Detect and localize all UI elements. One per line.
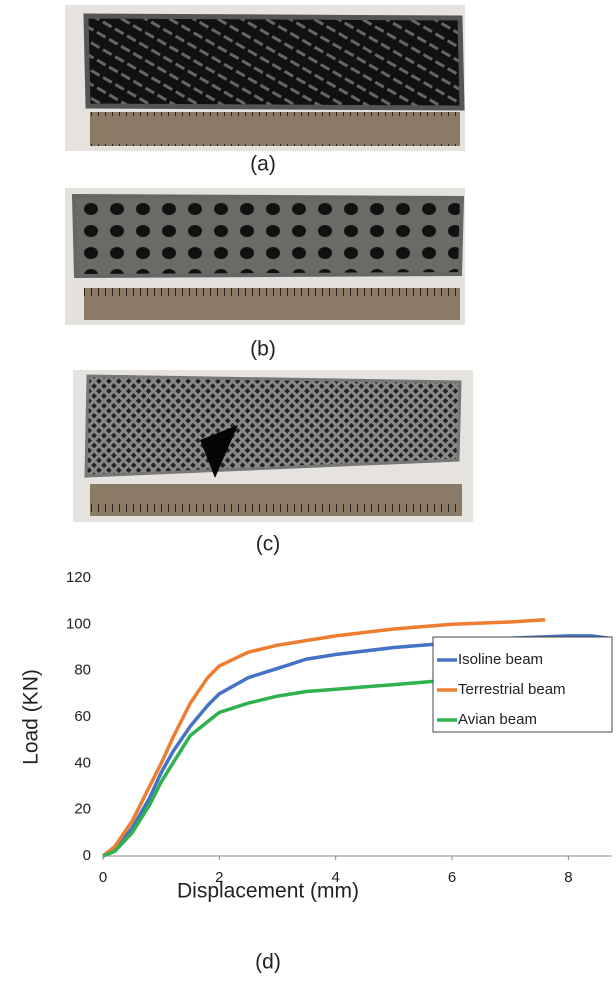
y-tick-label: 100 [66, 615, 91, 632]
legend-label: Terrestrial beam [458, 681, 566, 698]
y-tick-label: 0 [83, 847, 91, 864]
x-axis-title: Displacement (mm) [177, 880, 359, 903]
y-tick-label: 20 [74, 801, 91, 818]
panel-label: (d) [255, 951, 281, 974]
x-tick-label: 8 [564, 869, 572, 886]
legend-label: Avian beam [458, 711, 537, 728]
y-axis-title: Load (KN) [20, 669, 43, 765]
y-tick-label: 60 [74, 708, 91, 725]
panel-label: (c) [256, 533, 281, 556]
y-tick-label: 120 [66, 569, 91, 586]
photo-c [73, 370, 473, 522]
legend-box [432, 636, 613, 733]
x-tick-label: 0 [99, 869, 107, 886]
panel-label: (a) [250, 153, 276, 176]
panel-label: (b) [250, 338, 276, 361]
x-tick-label: 4 [332, 869, 340, 886]
photo-b [65, 188, 465, 325]
legend-label: Isoline beam [458, 651, 543, 668]
y-tick-label: 40 [74, 754, 91, 771]
x-tick-label: 2 [215, 869, 223, 886]
y-tick-label: 80 [74, 662, 91, 679]
x-tick-label: 6 [448, 869, 456, 886]
series-line [101, 617, 546, 858]
series-line [102, 678, 464, 858]
photo-a [65, 5, 465, 151]
